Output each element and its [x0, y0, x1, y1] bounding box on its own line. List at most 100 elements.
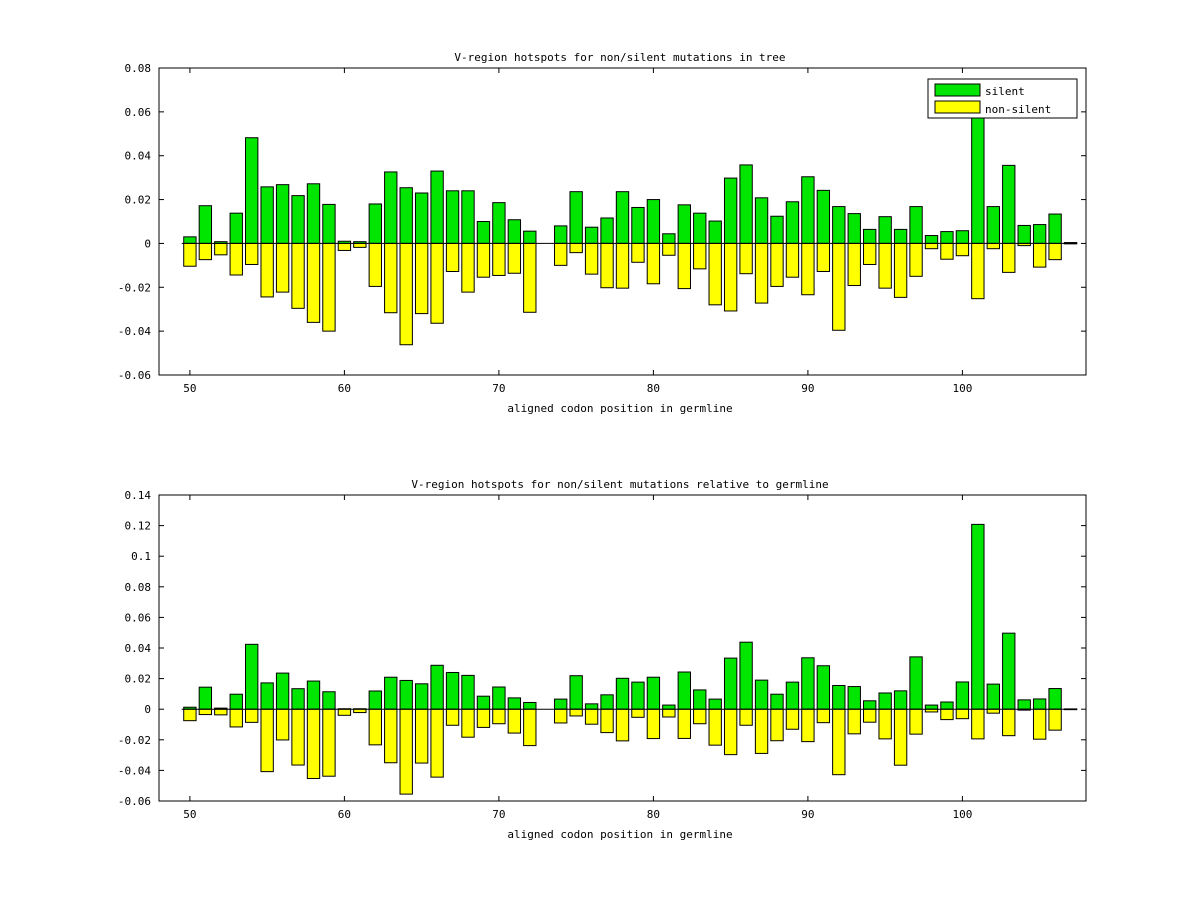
- bar-silent: [832, 684, 846, 710]
- bar-silent: [677, 204, 691, 244]
- bar-non-silent: [708, 708, 722, 746]
- bar-silent: [1048, 688, 1062, 710]
- legend-swatch-silent: [934, 83, 981, 97]
- bar-non-silent: [631, 242, 645, 263]
- bar-silent: [924, 704, 939, 710]
- bar-silent: [260, 682, 274, 710]
- bar-silent: [245, 137, 259, 244]
- bar-silent: [430, 664, 444, 710]
- x-tick-label: 60: [338, 808, 351, 821]
- legend-swatch-non-silent: [934, 100, 981, 114]
- bar-non-silent: [739, 708, 753, 726]
- bar-silent: [801, 176, 815, 244]
- y-tick-label: -0.06: [118, 369, 151, 382]
- bar-non-silent: [368, 708, 382, 746]
- bar-non-silent: [399, 708, 413, 795]
- bar-non-silent: [863, 708, 877, 723]
- bar-non-silent: [461, 708, 475, 738]
- y-tick-label: 0.06: [125, 611, 152, 624]
- bar-silent: [229, 693, 243, 710]
- bar-non-silent: [461, 242, 475, 293]
- legend-label-non-silent: non-silent: [985, 103, 1051, 116]
- bar-non-silent: [198, 242, 213, 261]
- bar-non-silent: [384, 242, 398, 314]
- bar-silent: [368, 203, 382, 244]
- bar-non-silent: [554, 242, 568, 266]
- bar-non-silent: [816, 242, 831, 272]
- x-tick-label: 70: [492, 382, 505, 395]
- bar-silent: [971, 523, 985, 710]
- bar-silent: [600, 694, 614, 710]
- bar-non-silent: [754, 708, 769, 754]
- bar-non-silent: [615, 708, 630, 742]
- bar-silent: [198, 205, 213, 244]
- bar-non-silent: [909, 708, 923, 735]
- y-tick-label: 0.1: [131, 550, 151, 563]
- bar-non-silent: [708, 242, 722, 306]
- bar-silent: [955, 230, 970, 244]
- bar-silent: [275, 184, 290, 244]
- bar-silent: [646, 199, 661, 244]
- bar-silent: [615, 677, 630, 710]
- x-tick-label: 100: [952, 382, 972, 395]
- bar-silent: [476, 695, 491, 710]
- bar-silent: [461, 674, 475, 710]
- bar-silent: [693, 212, 707, 244]
- bar-non-silent: [816, 708, 831, 724]
- bar-non-silent: [971, 242, 985, 300]
- bar-non-silent: [986, 708, 1000, 714]
- bar-non-silent: [832, 242, 846, 331]
- y-tick-label: 0.04: [125, 150, 152, 163]
- bar-non-silent: [909, 242, 923, 277]
- axes-frame: [158, 67, 1087, 376]
- bar-non-silent: [229, 708, 243, 728]
- bar-non-silent: [847, 242, 861, 287]
- bar-non-silent: [584, 242, 599, 275]
- bar-silent: [476, 221, 491, 244]
- bar-non-silent: [584, 708, 599, 725]
- bar-silent: [584, 226, 599, 244]
- bar-silent: [414, 683, 429, 710]
- bar-non-silent: [893, 242, 908, 298]
- bar-non-silent: [878, 708, 892, 740]
- bar-silent: [615, 191, 630, 244]
- legend-label-silent: silent: [985, 85, 1025, 98]
- bar-non-silent: [554, 708, 568, 724]
- y-tick-label: -0.02: [118, 734, 151, 747]
- bar-silent: [569, 191, 583, 244]
- bar-silent: [306, 183, 321, 244]
- bar-silent: [863, 700, 877, 710]
- bar-silent: [878, 692, 892, 710]
- bar-non-silent: [693, 242, 707, 270]
- bar-non-silent: [368, 242, 382, 287]
- bar-silent: [940, 701, 954, 710]
- bar-silent: [306, 680, 321, 710]
- bar-non-silent: [260, 242, 274, 298]
- bar-non-silent: [785, 242, 800, 278]
- bar-silent: [893, 690, 908, 710]
- bar-silent: [631, 681, 645, 710]
- bar-non-silent: [662, 242, 676, 256]
- bar-silent: [955, 681, 970, 710]
- bar-silent: [569, 675, 583, 710]
- chart-relative-to-germline: V-region hotspots for non/silent mutatio…: [118, 478, 1087, 841]
- bar-non-silent: [445, 242, 460, 272]
- bar-silent: [322, 691, 336, 710]
- bar-silent: [1002, 164, 1016, 244]
- bar-non-silent: [306, 242, 321, 323]
- bar-silent: [245, 643, 259, 710]
- bar-silent: [523, 230, 537, 244]
- bar-non-silent: [183, 708, 197, 722]
- y-tick-label: 0.08: [125, 581, 152, 594]
- chart-title: V-region hotspots for non/silent mutatio…: [411, 478, 828, 491]
- bar-non-silent: [245, 708, 259, 723]
- bar-silent: [492, 686, 506, 710]
- x-axis-label: aligned codon position in germline: [507, 828, 732, 841]
- bar-silent: [754, 197, 769, 244]
- bar-silent: [260, 186, 274, 244]
- bar-silent: [554, 225, 568, 244]
- bar-non-silent: [337, 708, 352, 716]
- bar-silent: [693, 689, 707, 710]
- bar-silent: [677, 671, 691, 710]
